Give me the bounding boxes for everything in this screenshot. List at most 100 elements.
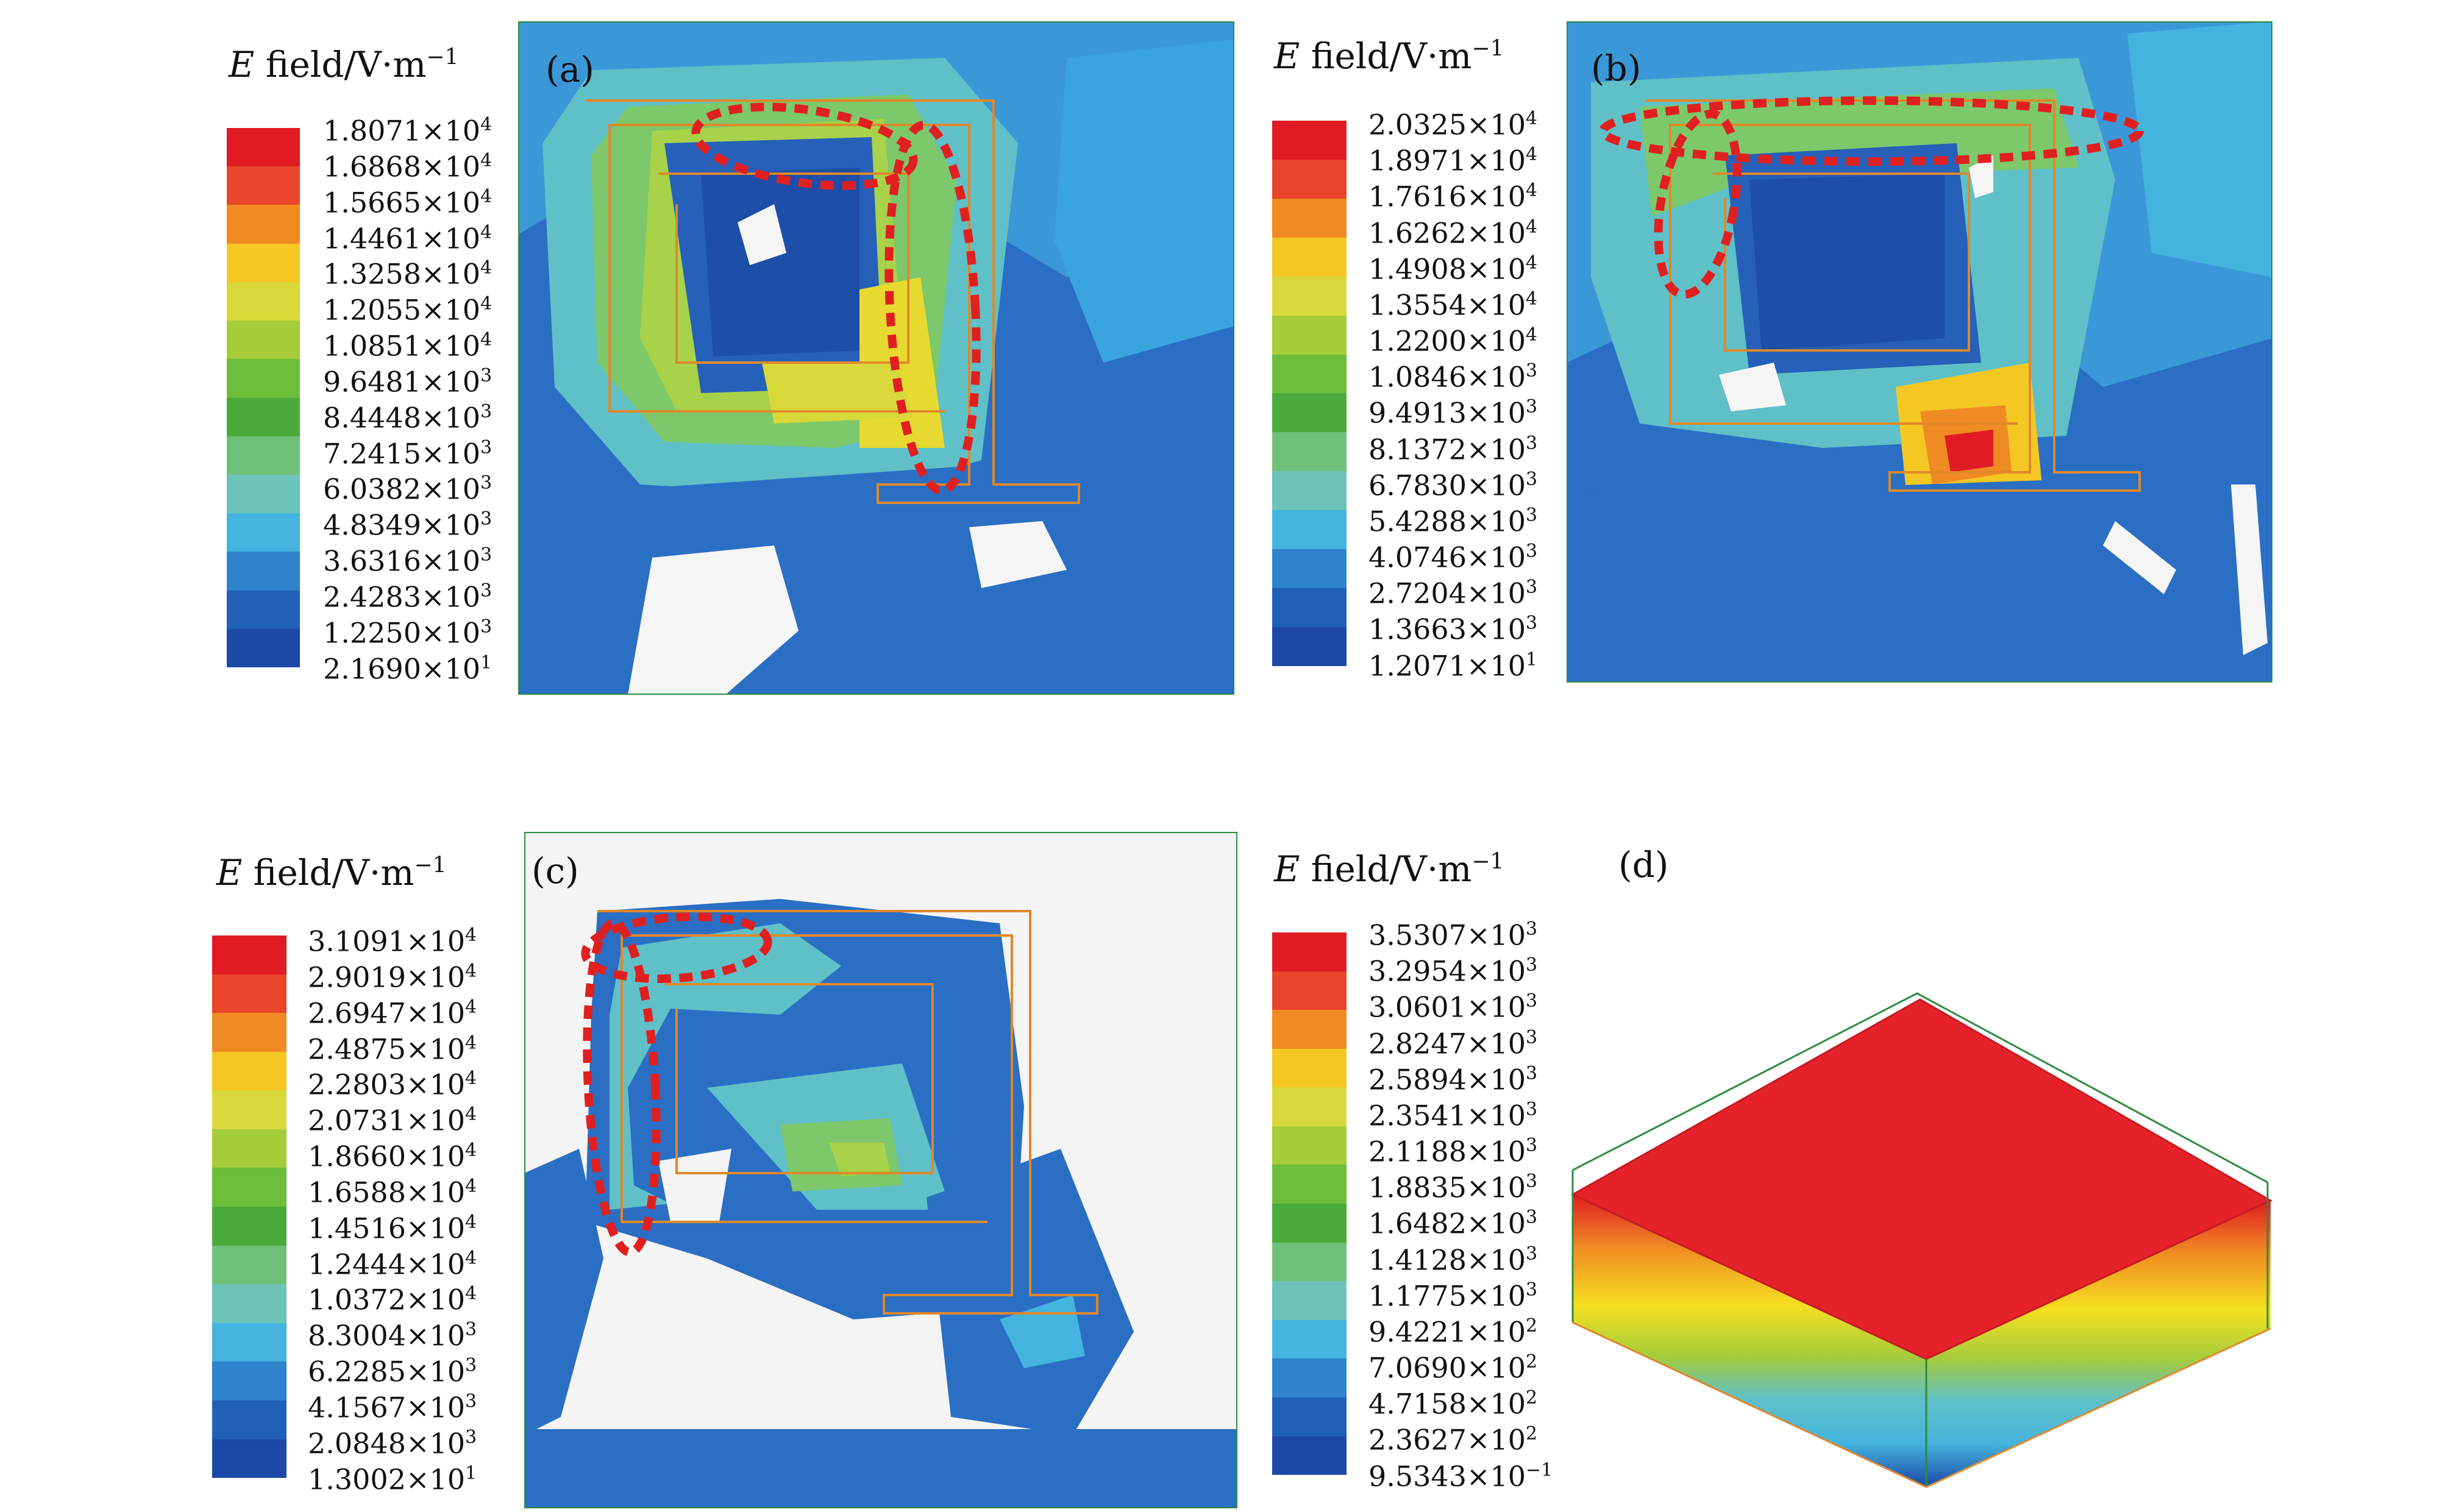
legend-title-text: field/V·m <box>265 44 427 85</box>
label-times: ×10 <box>1466 918 1526 952</box>
label-times: ×10 <box>1466 324 1526 358</box>
colorbar-swatch <box>212 1439 286 1478</box>
legend-title-prefix: E <box>1274 35 1300 77</box>
label-exponent: 4 <box>480 114 493 135</box>
label-mantissa: 4.8349 <box>323 508 421 542</box>
colorbar-swatch <box>1272 276 1347 316</box>
colorbar-value-label: 6.0382×103 <box>323 474 492 503</box>
colorbar-value-label: 1.6588×104 <box>308 1177 477 1206</box>
label-times: ×10 <box>1466 1279 1526 1313</box>
label-mantissa: 3.2954 <box>1368 954 1467 988</box>
label-exponent: 4 <box>1526 216 1538 238</box>
colorbar-value-label: 6.7830×103 <box>1368 470 1537 499</box>
colorbar-value-label: 1.8071×104 <box>323 114 493 145</box>
label-times: ×10 <box>1466 180 1526 213</box>
colorbar-value-label: 4.1567×103 <box>308 1391 477 1424</box>
label-exponent: 3 <box>1526 360 1538 382</box>
colorbar-swatch <box>227 282 300 321</box>
label-exponent: 3 <box>1526 1243 1538 1265</box>
colorbar-swatch <box>1272 1436 1347 1475</box>
label-times: ×10 <box>1466 1423 1526 1457</box>
colorbar-b <box>1272 121 1347 666</box>
colorbar-swatch <box>212 1245 286 1285</box>
label-times: ×10 <box>1466 1315 1526 1349</box>
colorbar-swatch <box>227 205 300 244</box>
label-mantissa: 1.2055 <box>323 293 421 327</box>
legend-title-exp: −1 <box>426 44 459 70</box>
legend-title-prefix: E <box>1274 848 1300 890</box>
label-times: ×10 <box>405 1212 466 1245</box>
colorbar-swatch <box>1272 971 1347 1010</box>
label-times: ×10 <box>1466 1243 1526 1276</box>
label-exponent: 2 <box>1526 1315 1538 1336</box>
label-mantissa: 9.5343 <box>1368 1459 1467 1492</box>
colorbar-swatch <box>1272 1281 1347 1320</box>
label-times: ×10 <box>1466 144 1526 177</box>
colorbar-value-label: 9.4913×103 <box>1368 398 1537 427</box>
colorbar-swatch <box>212 1361 286 1400</box>
colorbar-labels-d: 3.5307×103 3.2954×103 3.0601×103 2.8247×103… <box>1368 920 1553 1490</box>
colorbar-swatch <box>227 321 300 360</box>
legend-title-b: E field/V·m−1 <box>1274 35 1504 77</box>
colorbar-swatch <box>212 1090 286 1129</box>
colorbar-swatch <box>1272 1358 1347 1397</box>
label-exponent: 3 <box>1526 918 1538 940</box>
colorbar-value-label: 3.6316×103 <box>323 546 492 575</box>
label-exponent: 3 <box>1526 1098 1538 1120</box>
label-mantissa: 1.3002 <box>308 1462 406 1496</box>
colorbar-swatch <box>212 1400 286 1439</box>
colorbar-swatch <box>227 436 300 475</box>
label-mantissa: 4.0746 <box>1368 541 1467 574</box>
colorbar-labels-b: 2.0325×104 1.8971×104 1.7616×104 1.6262×104… <box>1368 110 1537 680</box>
colorbar-value-label: 1.7616×104 <box>1368 180 1537 213</box>
colorbar-value-label: 9.5343×10−1 <box>1368 1461 1553 1490</box>
label-times: ×10 <box>1466 360 1526 394</box>
label-times: ×10 <box>421 401 481 435</box>
label-times: ×10 <box>405 1176 466 1209</box>
label-exponent: 3 <box>480 364 493 386</box>
colorbar-swatch <box>1272 1048 1347 1088</box>
colorbar-value-label: 8.1372×103 <box>1368 434 1537 463</box>
colorbar-swatch <box>1272 354 1347 394</box>
colorbar-swatch <box>1272 121 1347 160</box>
legend-title-d: E field/V·m−1 <box>1274 848 1504 890</box>
colorbar-a <box>227 128 300 668</box>
label-mantissa: 1.7616 <box>1368 180 1467 213</box>
label-times: ×10 <box>405 925 466 958</box>
colorbar-value-label: 1.0851×104 <box>323 331 492 360</box>
label-mantissa: 6.0382 <box>323 472 421 506</box>
label-exponent: 1 <box>465 1462 477 1484</box>
label-times: ×10 <box>421 150 481 183</box>
label-mantissa: 2.2803 <box>308 1068 406 1101</box>
colorbar-value-label: 4.8349×103 <box>323 510 492 539</box>
colorbar-swatch <box>212 1129 286 1168</box>
label-mantissa: 4.1567 <box>308 1391 406 1424</box>
colorbar-value-label: 2.4875×104 <box>308 1034 477 1063</box>
colorbar-value-label: 1.2444×104 <box>308 1249 477 1278</box>
colorbar-value-label: 2.8247×103 <box>1368 1028 1553 1057</box>
colorbar-value-label: 1.8835×103 <box>1368 1173 1553 1202</box>
label-mantissa: 1.3663 <box>1368 612 1467 646</box>
label-times: ×10 <box>405 1355 466 1388</box>
label-times: ×10 <box>1466 577 1526 610</box>
legend-title-a: E field/V·m−1 <box>229 44 458 85</box>
layered-box-d <box>1570 992 2273 1488</box>
colorbar-value-label: 1.3663×103 <box>1368 612 1538 646</box>
colorbar-swatch <box>1272 1397 1347 1436</box>
label-mantissa: 1.2444 <box>308 1247 406 1280</box>
colorbar-value-label: 2.3627×102 <box>1368 1425 1553 1454</box>
label-mantissa: 3.5307 <box>1368 918 1467 952</box>
label-times: ×10 <box>421 257 481 291</box>
colorbar-value-label: 3.2954×103 <box>1368 956 1553 985</box>
label-exponent: 3 <box>1526 612 1538 634</box>
label-mantissa: 9.6481 <box>323 365 421 399</box>
colorbar-swatch <box>227 397 300 436</box>
colorbar-value-label: 1.4461×104 <box>323 223 492 252</box>
label-mantissa: 8.3004 <box>308 1319 406 1352</box>
label-exponent: 3 <box>480 616 493 637</box>
label-exponent: 4 <box>1526 288 1538 310</box>
colorbar-value-label: 8.4448×103 <box>323 401 492 435</box>
colorbar-swatch <box>1272 1126 1347 1165</box>
label-exponent: 3 <box>1526 396 1538 418</box>
colorbar-value-label: 1.2200×104 <box>1368 326 1537 355</box>
